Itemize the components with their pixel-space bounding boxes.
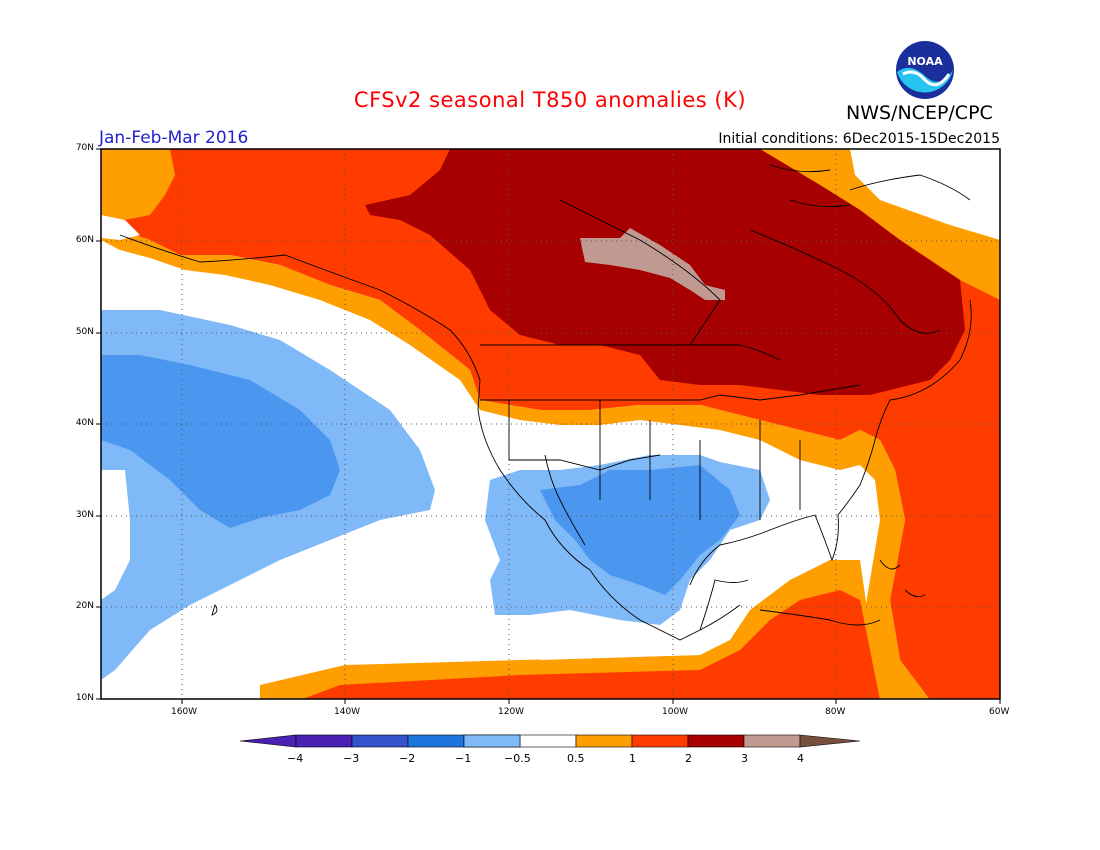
lon-label: 100W [662,707,689,717]
coastlines [119,164,972,641]
lat-label: 30N [75,510,94,520]
agency-label: NWS/NCEP/CPC [846,102,993,124]
anomaly-field [101,149,1000,699]
colorbar-bin [407,734,465,748]
logo-text: NOAA [907,55,943,68]
cold-mexico-core [540,465,740,595]
lon-label: 140W [334,707,361,717]
noaa-logo-icon: NOAA [896,41,954,99]
colorbar-label: 0.5 [567,752,585,765]
colorbar-bin [519,734,577,748]
colorbar-label: 4 [797,752,804,765]
colorbar [239,734,861,748]
colorbar-bin [295,734,353,748]
colorbar-label: −3 [343,752,360,765]
lat-label: 60N [75,235,94,245]
lat-label: 40N [75,418,94,428]
colorbar-max-arrow [799,734,861,748]
colorbar-bin [743,734,801,748]
colorbar-label: −1 [455,752,472,765]
colorbar-label: 3 [741,752,748,765]
lon-label: 160W [171,707,198,717]
colorbar-bin [687,734,745,748]
colorbar-label: −4 [287,752,304,765]
colorbar-bin [351,734,409,748]
extreme-warm-spot [580,228,725,300]
colorbar-bin [631,734,689,748]
lon-label: 80W [825,707,846,717]
colorbar-label: 2 [685,752,692,765]
chart-title: CFSv2 seasonal T850 anomalies (K) [353,88,747,112]
colorbar-label: −2 [399,752,416,765]
cold-pacific-core [101,355,340,528]
colorbar-bin [575,734,633,748]
lat-label: 20N [75,601,94,611]
lat-label: 70N [75,143,94,153]
lon-label: 120W [498,707,525,717]
lat-label: 50N [75,327,94,337]
colorbar-label: 1 [629,752,636,765]
colorbar-label: −0.5 [504,752,531,765]
lon-label: 60W [989,707,1010,717]
lat-label: 10N [75,693,94,703]
colorbar-min-arrow [239,734,297,748]
initial-conditions: Initial conditions: 6Dec2015-15Dec2015 [718,131,1000,147]
forecast-period: Jan-Feb-Mar 2016 [99,128,249,148]
